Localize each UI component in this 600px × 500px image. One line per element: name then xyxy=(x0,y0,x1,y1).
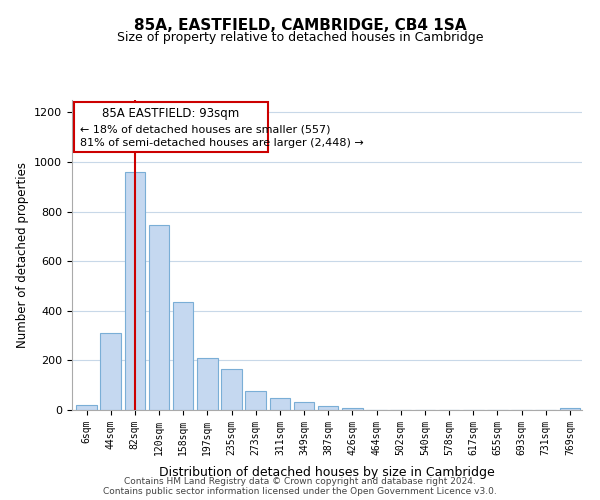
X-axis label: Distribution of detached houses by size in Cambridge: Distribution of detached houses by size … xyxy=(159,466,495,479)
Bar xyxy=(294,402,314,410)
Bar xyxy=(560,408,580,410)
Bar xyxy=(318,406,338,410)
Text: 81% of semi-detached houses are larger (2,448) →: 81% of semi-detached houses are larger (… xyxy=(80,138,363,148)
Bar xyxy=(76,405,97,410)
Bar xyxy=(173,302,193,410)
FancyBboxPatch shape xyxy=(74,102,268,152)
Text: Contains HM Land Registry data © Crown copyright and database right 2024.: Contains HM Land Registry data © Crown c… xyxy=(124,476,476,486)
Text: ← 18% of detached houses are smaller (557): ← 18% of detached houses are smaller (55… xyxy=(80,125,330,135)
Bar xyxy=(269,398,290,410)
Bar xyxy=(100,333,121,410)
Y-axis label: Number of detached properties: Number of detached properties xyxy=(16,162,29,348)
Text: Size of property relative to detached houses in Cambridge: Size of property relative to detached ho… xyxy=(117,31,483,44)
Bar xyxy=(221,369,242,410)
Text: 85A EASTFIELD: 93sqm: 85A EASTFIELD: 93sqm xyxy=(103,107,240,120)
Text: Contains public sector information licensed under the Open Government Licence v3: Contains public sector information licen… xyxy=(103,486,497,496)
Bar xyxy=(125,172,145,410)
Bar xyxy=(149,225,169,410)
Text: 85A, EASTFIELD, CAMBRIDGE, CB4 1SA: 85A, EASTFIELD, CAMBRIDGE, CB4 1SA xyxy=(134,18,466,32)
Bar xyxy=(342,408,362,410)
Bar xyxy=(245,392,266,410)
Bar xyxy=(197,358,218,410)
